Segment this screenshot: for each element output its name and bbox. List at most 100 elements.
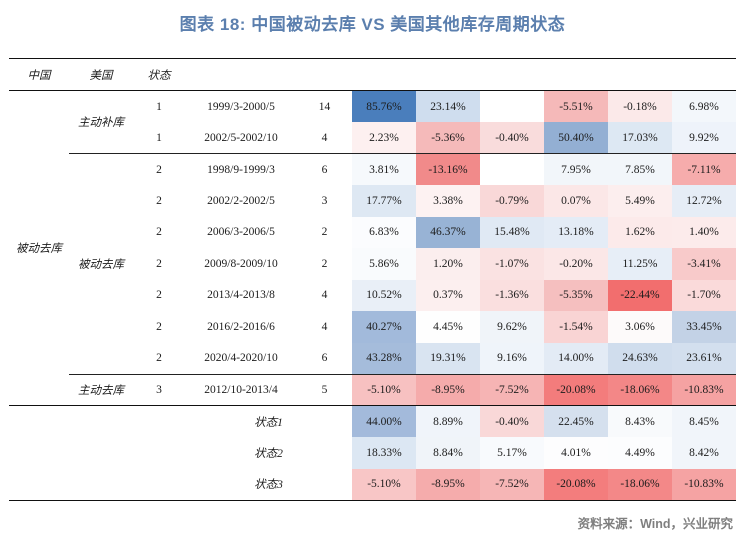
heatmap-cell: 24.63% bbox=[608, 342, 672, 375]
table-row: 被动去库 2 1998/9-1999/3 6 3.81% -13.16% 7.95% 7.85… bbox=[9, 153, 736, 375]
heatmap-cell bbox=[480, 153, 544, 185]
heatmap-cell: -1.54% bbox=[544, 311, 608, 343]
period-range: 2016/2-2016/6 bbox=[207, 320, 275, 333]
heatmap-cell: 23.14% bbox=[416, 90, 480, 122]
heatmap-cell: 43.28% bbox=[352, 342, 416, 375]
heatmap-cell: 8.43% bbox=[608, 405, 672, 437]
heatmap-cell: 5.49% bbox=[608, 185, 672, 217]
heatmap-cell: 7.95% bbox=[544, 153, 608, 185]
heatmap-cell: 46.37% bbox=[416, 216, 480, 248]
heatmap-cell: 3.81% bbox=[352, 153, 416, 185]
heatmap-cell: -22.44% bbox=[608, 279, 672, 311]
month-count: 6 bbox=[297, 342, 352, 375]
state-number: 2 bbox=[156, 320, 162, 333]
heatmap-table: 中国 美国 状态 被动去库 主动补库 1 1999/3-2000/5 14 85.76% 2… bbox=[9, 58, 736, 501]
table-row: 1 2002/5-2002/10 4 2.23% -5.36% -0.40% 50.40% 1… bbox=[9, 122, 736, 154]
heatmap-cell: -20.08% bbox=[544, 468, 608, 501]
heatmap-cell: 40.27% bbox=[352, 311, 416, 343]
period-range: 2002/2-2002/5 bbox=[207, 194, 275, 207]
heatmap-cell: -18.06% bbox=[608, 374, 672, 406]
heatmap-cell: -1.07% bbox=[480, 248, 544, 280]
heatmap-cell: -10.83% bbox=[672, 468, 736, 501]
heatmap-cell: 1.40% bbox=[672, 216, 736, 248]
heatmap-cell: 22.45% bbox=[544, 405, 608, 437]
heatmap-cell: -3.41% bbox=[672, 248, 736, 280]
header-us: 美国 bbox=[89, 69, 113, 82]
heatmap-cell: 33.45% bbox=[672, 311, 736, 343]
figure-title: 图表 18: 中国被动去库 VS 美国其他库存周期状态 bbox=[179, 15, 566, 34]
period-range: 1998/9-1999/3 bbox=[207, 163, 275, 176]
heatmap-cell: 50.40% bbox=[544, 122, 608, 154]
state-number: 3 bbox=[133, 374, 185, 406]
heatmap-cell: 8.84% bbox=[416, 437, 480, 469]
heatmap-cell: 6.98% bbox=[672, 90, 736, 122]
summary-row: 状态2 18.33% 8.84% 5.17% 4.01% 4.49% 8.42% bbox=[9, 437, 736, 469]
month-count: 4 bbox=[321, 320, 328, 333]
heatmap-cell: 23.61% bbox=[672, 342, 736, 375]
heatmap-cell: -5.10% bbox=[352, 374, 416, 406]
table-row: 被动去库 主动补库 1 1999/3-2000/5 14 85.76% 23.14% -5.5… bbox=[9, 90, 736, 406]
header-spacer bbox=[185, 59, 736, 91]
heatmap-cell: -5.51% bbox=[544, 90, 608, 122]
period-range: 2006/3-2006/5 bbox=[207, 226, 275, 239]
state-number: 1 bbox=[156, 100, 162, 113]
heatmap-cell: 8.89% bbox=[416, 405, 480, 437]
state-number: 2 bbox=[156, 289, 162, 302]
heatmap-cell: -13.16% bbox=[416, 153, 480, 185]
heatmap-cell bbox=[480, 90, 544, 122]
state-number: 1 bbox=[133, 122, 185, 154]
summary-spacer bbox=[9, 406, 185, 438]
us-group-label: 主动去库 bbox=[69, 374, 133, 406]
heatmap-cell: 15.48% bbox=[480, 216, 544, 248]
heatmap-cell: 9.16% bbox=[480, 342, 544, 375]
header-state: 状态 bbox=[147, 69, 171, 82]
month-count: 4 bbox=[321, 289, 328, 302]
state-number: 2 bbox=[156, 163, 162, 176]
heatmap-cell: -8.95% bbox=[416, 374, 480, 406]
month-count: 14 bbox=[318, 100, 331, 113]
summary-state-label: 状态2 bbox=[254, 447, 283, 460]
table-row: 2 2020/4-2020/10 6 43.28% 19.31% 9.16% 14.00% 2… bbox=[9, 342, 736, 375]
month-count: 3 bbox=[321, 194, 328, 207]
heatmap-cell: -0.40% bbox=[480, 122, 544, 154]
heatmap-cell: 3.38% bbox=[416, 185, 480, 217]
heatmap-cell: 9.62% bbox=[480, 311, 544, 343]
heatmap-cell: 17.77% bbox=[352, 185, 416, 217]
heatmap-cell: -7.52% bbox=[480, 374, 544, 406]
summary-state-label: 状态3 bbox=[185, 468, 352, 501]
heatmap-cell: -5.10% bbox=[352, 468, 416, 501]
heatmap-cell: 5.86% bbox=[352, 248, 416, 280]
heatmap-cell: -1.70% bbox=[672, 279, 736, 311]
heatmap-cell: 1.62% bbox=[608, 216, 672, 248]
summary-row: 状态3 -5.10% -8.95% -7.52% -20.08% -18.06% -10.8… bbox=[9, 468, 736, 501]
heatmap-cell: 4.01% bbox=[544, 437, 608, 469]
heatmap-cell: -10.83% bbox=[672, 374, 736, 406]
heatmap-cell: -7.52% bbox=[480, 468, 544, 501]
heatmap-cell: -5.36% bbox=[416, 122, 480, 154]
period-range: 2012/10-2013/4 bbox=[185, 374, 297, 406]
heatmap-cell: -5.35% bbox=[544, 279, 608, 311]
table-row: 2 2016/2-2016/6 4 40.27% 4.45% 9.62% -1.54% 3.0… bbox=[9, 311, 736, 343]
heatmap-cell: 44.00% bbox=[352, 405, 416, 437]
heatmap-cell: 10.52% bbox=[352, 279, 416, 311]
heatmap-cell: 12.72% bbox=[672, 185, 736, 217]
table-body: 被动去库 主动补库 1 1999/3-2000/5 14 85.76% 23.14% -5.5… bbox=[9, 90, 736, 501]
heatmap-cell: 2.23% bbox=[352, 122, 416, 154]
heatmap-cell: 8.42% bbox=[672, 437, 736, 469]
summary-row: 状态1 44.00% 8.89% -0.40% 22.45% 8.43% 8.45% bbox=[9, 405, 736, 438]
table-row: 2 2009/8-2009/10 2 5.86% 1.20% -1.07% -0.20% 11… bbox=[9, 248, 736, 280]
heatmap-cell: 14.00% bbox=[544, 342, 608, 375]
month-count: 6 bbox=[321, 163, 328, 176]
heatmap-cell: 4.45% bbox=[416, 311, 480, 343]
period-range: 2020/4-2020/10 bbox=[185, 342, 297, 375]
table-row: 2 2013/4-2013/8 4 10.52% 0.37% -1.36% -5.35% -2… bbox=[9, 279, 736, 311]
heatmap-cell: 0.07% bbox=[544, 185, 608, 217]
heatmap-cell: 85.76% bbox=[352, 90, 416, 122]
summary-state-label: 状态1 bbox=[254, 416, 283, 429]
period-range: 2002/5-2002/10 bbox=[185, 122, 297, 154]
heatmap-cell: 9.92% bbox=[672, 122, 736, 154]
state-number: 2 bbox=[156, 226, 162, 239]
month-count: 4 bbox=[297, 122, 352, 154]
table-row: 2 2006/3-2006/5 2 6.83% 46.37% 15.48% 13.18% 1.… bbox=[9, 216, 736, 248]
heatmap-cell: 5.17% bbox=[480, 437, 544, 469]
